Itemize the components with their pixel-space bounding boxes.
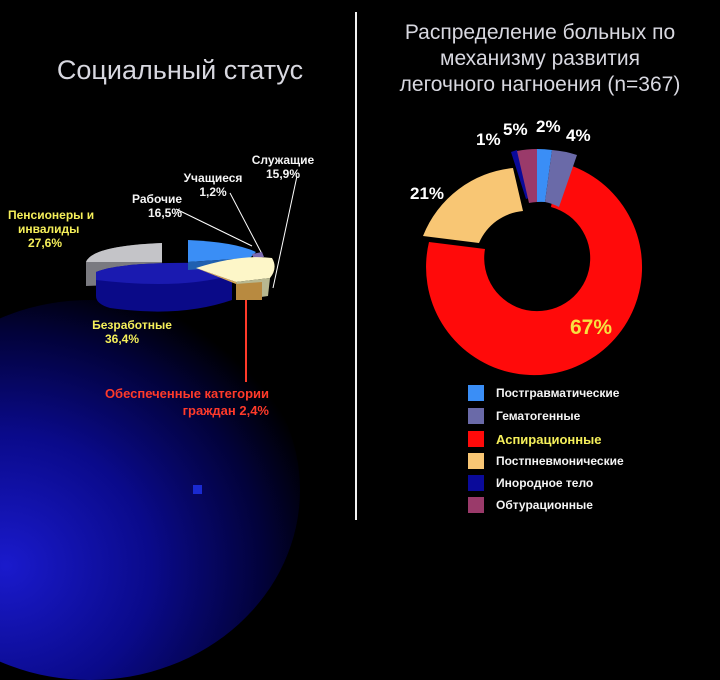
legend-item: Аспирационные: [468, 431, 720, 447]
swatch-icon: [468, 497, 484, 513]
divider-line: [355, 12, 357, 520]
right-title: Распределение больных по механизму разви…: [399, 21, 681, 96]
swatch-icon: [468, 453, 484, 469]
legend-item: Обтурационные: [468, 497, 720, 513]
swatch-icon: [468, 408, 484, 424]
social-status-pie: [86, 175, 298, 382]
pct-hematogenous: 4%: [566, 126, 591, 145]
label-students: Учащиеся 1,2%: [183, 171, 243, 199]
pct-obturation: 5%: [503, 120, 528, 139]
swatch-icon: [468, 385, 484, 401]
legend-item: Инородное тело: [468, 475, 720, 491]
pct-postpneumonic: 21%: [410, 184, 445, 203]
decorative-square: [193, 485, 202, 494]
pct-aspiration: 67%: [570, 316, 613, 339]
left-title: Социальный статус: [56, 55, 304, 85]
pct-foreign-body: 1%: [476, 130, 501, 149]
label-provided: Обеспеченные категории граждан 2,4%: [104, 386, 269, 418]
label-unemployed: Безработные 36,4%: [92, 318, 172, 346]
label-workers: Рабочие 16,5%: [132, 192, 182, 220]
pct-posttraumatic: 2%: [536, 117, 561, 136]
label-pensioners: Пенсионеры и инвалиды 27,6%: [8, 208, 95, 250]
legend-item: Постгравматические: [468, 385, 720, 401]
label-servants: Служащие 15,9%: [251, 153, 315, 181]
legend-item: Постпневмонические: [468, 453, 720, 469]
mechanism-donut: [423, 148, 643, 376]
swatch-icon: [468, 431, 484, 447]
swatch-icon: [468, 475, 484, 491]
legend-item: Гематогенные: [468, 408, 720, 424]
